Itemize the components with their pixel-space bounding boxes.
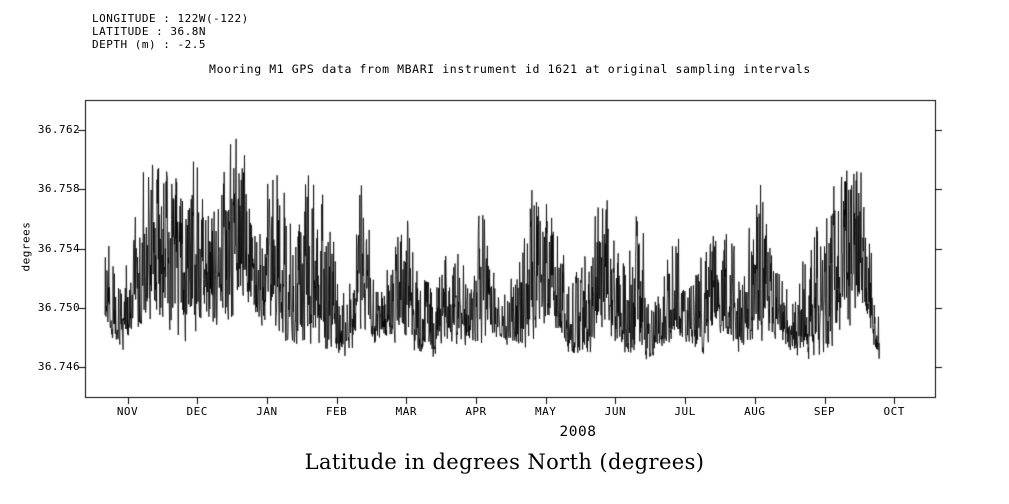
x-tick-label: JUN xyxy=(604,405,627,418)
header-depth: DEPTH (m) : -2.5 xyxy=(92,38,206,51)
x-tick-label: APR xyxy=(465,405,487,418)
header-longitude: LONGITUDE : 122W(-122) xyxy=(92,12,249,25)
chart-title: Mooring M1 GPS data from MBARI instrumen… xyxy=(209,62,811,76)
header-latitude: LATITUDE : 36.8N xyxy=(92,25,206,38)
x-tick-label: AUG xyxy=(744,405,766,418)
y-tick-label: 36.762 xyxy=(37,122,80,136)
y-tick-label: 36.746 xyxy=(37,360,80,374)
x-tick-label: MAR xyxy=(395,405,417,418)
x-tick-label: MAY xyxy=(535,405,557,418)
x-tick-label: JUL xyxy=(674,405,696,418)
y-tick-label: 36.750 xyxy=(37,300,80,314)
x-tick-label: OCT xyxy=(883,405,905,418)
x-tick-label: JAN xyxy=(256,405,278,418)
x-tick-label: SEP xyxy=(813,405,836,418)
y-tick-label: 36.758 xyxy=(37,182,80,196)
x-tick-label: NOV xyxy=(116,405,139,418)
figure-caption: Latitude in degrees North (degrees) xyxy=(304,450,705,474)
x-tick-label: FEB xyxy=(325,405,348,418)
y-tick-label: 36.754 xyxy=(37,241,80,255)
x-axis-year-label: 2008 xyxy=(559,424,597,440)
x-tick-label: DEC xyxy=(186,405,208,418)
